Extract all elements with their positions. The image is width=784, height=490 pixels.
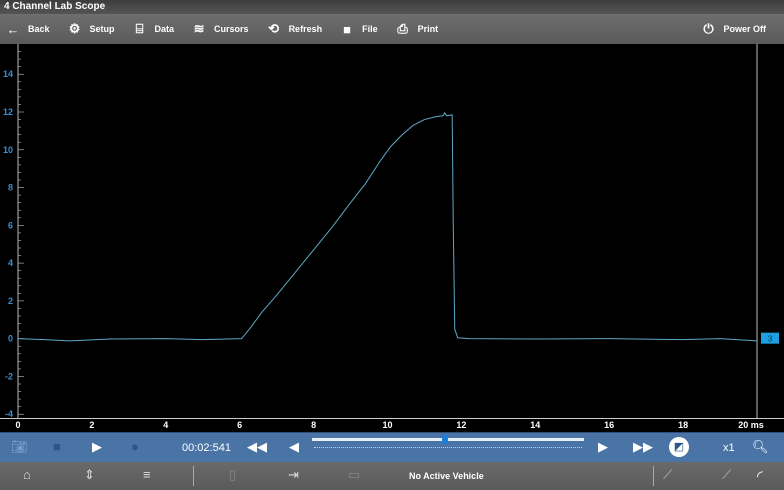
x-tick-label: 4 [163,420,169,430]
trace-channel-3 [17,112,758,342]
export-icon[interactable]: ⇥ [288,467,299,482]
vehicle-icon[interactable]: ▯ [229,467,237,482]
power-off-button[interactable]: ⏻ Power Off [701,14,766,44]
playback-time: 00:02:541 [182,442,231,454]
x-tick-label: 12 [456,420,467,430]
folder-icon: ■ [343,21,351,37]
cursors-label: Cursors [214,24,249,34]
setup-button[interactable]: ⚙ Setup [68,21,115,37]
x-axis: 0 2 4 6 8 10 12 14 16 18 20 ms [0,418,784,432]
graph-tool-2-icon[interactable]: ⟋ [722,467,732,482]
x-tick-label: 18 [678,420,689,430]
setup-label: Setup [89,24,115,34]
slider-thumb[interactable] [442,435,449,444]
x-tick-label: 16 [604,420,615,430]
x-tick-label: 6 [237,420,243,430]
collapse-icon[interactable]: ≡ [143,467,151,482]
window-title: 4 Channel Lab Scope [0,0,784,14]
x-tick-label: 0 [15,420,21,430]
y-tick-label: 10 [3,145,13,155]
print-button[interactable]: ⎙ Print [396,21,439,37]
divider [193,466,194,486]
y-tick-label: -2 [5,371,13,381]
file-label: File [362,24,378,34]
fast-forward-icon[interactable]: ▶▶ [633,439,653,454]
y-tick-label: 14 [3,69,13,79]
toolbar: ← Back ⚙ Setup ⌸ Data ≋ Cursors ⟲ Refresh ■ Fi… [0,14,784,44]
refresh-button[interactable]: ⟲ Refresh [267,21,323,37]
power-icon: ⏻ [703,21,714,36]
step-forward-icon[interactable]: ▶ [598,439,608,454]
channel-marker-label: 3 [768,335,773,344]
scope-plot[interactable]: 14 12 10 8 6 4 2 0 -2 -4 3 [0,44,784,418]
y-tick-label: -4 [5,409,13,418]
data-label: Data [154,24,175,34]
y-tick-label: 4 [8,258,13,268]
printer-icon: ⎙ [397,21,408,36]
refresh-icon: ⟲ [268,21,280,36]
graph-tool-icon[interactable]: ⟋ [663,467,673,482]
bottom-bar: ⌂ ⇕ ≡ ▯ ⇥ ▭ No Active Vehicle ⟋ ⟋ ◜ [0,462,784,490]
x-tick-label: 10 [382,420,393,430]
y-tick-label: 12 [3,107,13,117]
channel-marker [761,332,779,344]
data-button[interactable]: ⌸ Data [133,21,175,37]
zoom-level[interactable]: x1 [723,442,735,454]
y-tick-label: 6 [8,220,13,230]
arrow-left-icon: ← [6,21,20,37]
playback-slider[interactable] [312,435,584,444]
x-tick-label: 8 [311,420,317,430]
wifi-icon: ◜ [757,468,763,485]
playback-controls: 📷︎ ■ ▶ ● 00:02:541 ◀◀ ◀ ▶ ▶▶ ◩ x1 🔍︎ [0,432,784,462]
divider [653,466,654,486]
expand-icon[interactable]: ⇕ [84,467,95,482]
back-button[interactable]: ← Back [6,22,50,37]
stop-icon[interactable]: ■ [53,439,61,454]
back-label: Back [28,24,50,34]
y-tick-label: 2 [8,296,13,306]
power-off-label: Power Off [723,24,766,34]
x-tick-label: 20 ms [738,420,764,430]
rewind-icon[interactable]: ◀◀ [247,439,267,454]
vehicle-status: No Active Vehicle [409,471,484,481]
cursors-button[interactable]: ≋ Cursors [192,21,249,37]
fit-screen-button[interactable]: ◩ [669,437,689,457]
y-tick-label: 8 [8,183,13,193]
record-icon[interactable]: ● [131,439,139,454]
cursors-icon: ≋ [193,21,205,36]
refresh-label: Refresh [288,24,323,34]
file-button[interactable]: ■ File [340,21,378,37]
folder-icon[interactable]: ▭ [348,467,361,482]
y-tick-label: 0 [8,334,13,344]
x-tick-label: 14 [530,420,541,430]
buffer-track [314,447,582,448]
search-icon[interactable]: 🔍︎ [752,439,769,454]
gears-icon: ⚙ [68,21,81,36]
step-back-icon[interactable]: ◀ [289,439,299,454]
print-label: Print [417,24,439,34]
camera-icon[interactable]: 📷︎ [11,439,28,454]
x-tick-label: 2 [89,420,95,430]
home-icon[interactable]: ⌂ [23,467,31,482]
play-icon[interactable]: ▶ [92,439,102,454]
data-icon: ⌸ [135,21,144,36]
